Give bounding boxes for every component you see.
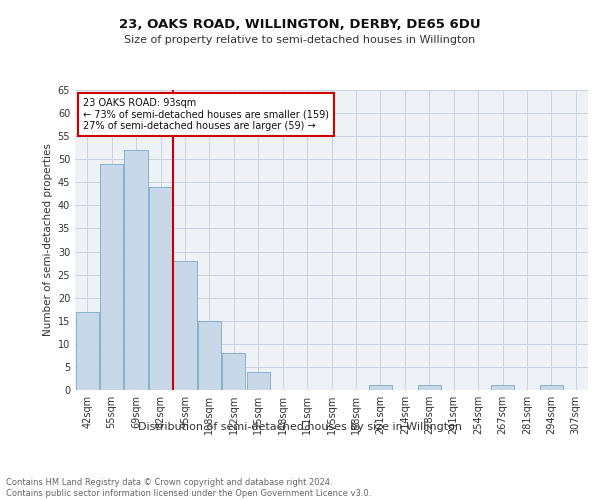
Text: 23 OAKS ROAD: 93sqm
← 73% of semi-detached houses are smaller (159)
27% of semi-: 23 OAKS ROAD: 93sqm ← 73% of semi-detach… (83, 98, 329, 130)
Text: Distribution of semi-detached houses by size in Willington: Distribution of semi-detached houses by … (138, 422, 462, 432)
Y-axis label: Number of semi-detached properties: Number of semi-detached properties (43, 144, 53, 336)
Bar (149, 187, 172, 390)
Bar (173, 261, 197, 390)
Bar (540, 386, 563, 390)
Bar (76, 312, 99, 390)
Bar (247, 372, 270, 390)
Bar (124, 150, 148, 390)
Text: Size of property relative to semi-detached houses in Willington: Size of property relative to semi-detach… (124, 35, 476, 45)
Bar (418, 386, 441, 390)
Text: 23, OAKS ROAD, WILLINGTON, DERBY, DE65 6DU: 23, OAKS ROAD, WILLINGTON, DERBY, DE65 6… (119, 18, 481, 30)
Bar (369, 386, 392, 390)
Bar (222, 353, 245, 390)
Bar (491, 386, 514, 390)
Text: Contains HM Land Registry data © Crown copyright and database right 2024.
Contai: Contains HM Land Registry data © Crown c… (6, 478, 371, 498)
Bar (198, 321, 221, 390)
Bar (100, 164, 123, 390)
